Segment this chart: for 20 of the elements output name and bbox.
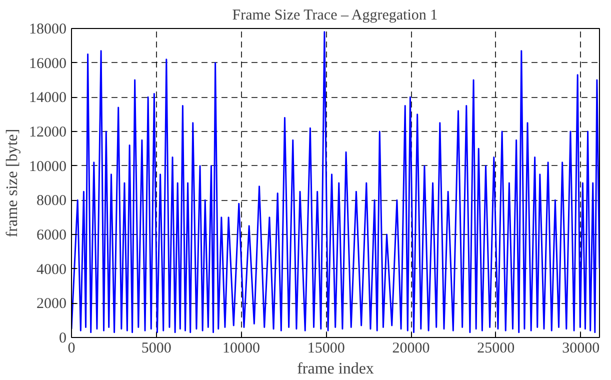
x-tick-label: 15000 [307, 340, 345, 356]
chart-title: Frame Size Trace – Aggregation 1 [232, 8, 438, 24]
x-tick-label: 5000 [141, 340, 172, 356]
y-tick-label: 8000 [36, 193, 66, 210]
x-tick-label: 20000 [392, 340, 430, 356]
x-tick-label: 30000 [562, 340, 600, 356]
x-tick-label: 25000 [477, 340, 515, 356]
y-tick-label: 12000 [29, 124, 66, 140]
y-tick-label: 4000 [36, 262, 66, 278]
y-axis-title: frame size [byte] [4, 128, 21, 238]
y-tick-label: 14000 [29, 90, 66, 106]
y-tick-label: 6000 [36, 228, 66, 244]
x-axis-title: frame index [297, 360, 374, 378]
y-tick-label: 18000 [29, 22, 66, 38]
y-tick-label: 2000 [36, 296, 66, 312]
y-tick-label: 10000 [29, 158, 66, 175]
y-tick-label: 16000 [29, 56, 66, 72]
y-tick-label: 0 [59, 330, 66, 346]
line-series [72, 31, 600, 334]
x-tick-label: 10000 [222, 340, 260, 356]
